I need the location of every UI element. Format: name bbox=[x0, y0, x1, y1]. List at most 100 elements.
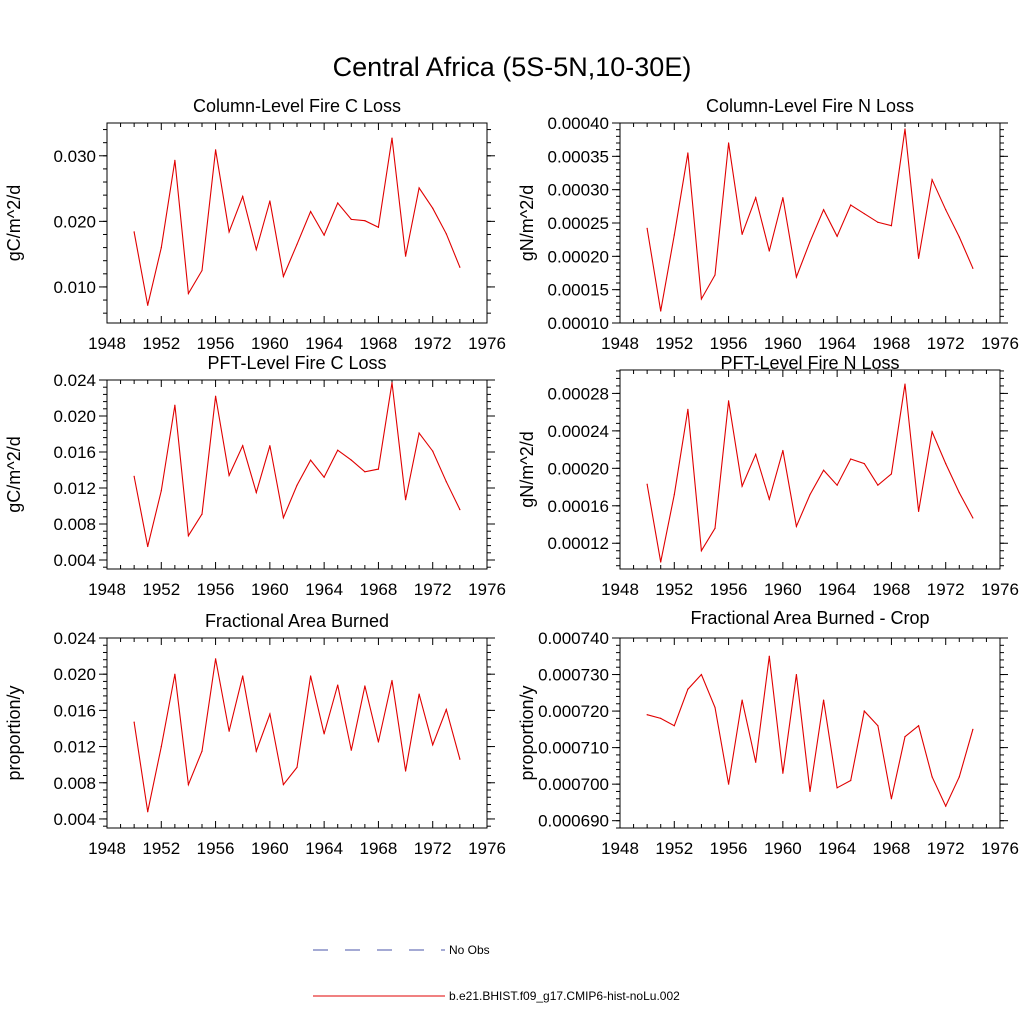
x-tick-label: 1976 bbox=[468, 839, 506, 858]
data-point bbox=[700, 673, 703, 676]
data-point bbox=[269, 200, 271, 202]
data-point bbox=[917, 510, 920, 513]
data-point bbox=[822, 209, 825, 211]
x-tick-label: 1956 bbox=[197, 839, 235, 858]
data-point bbox=[795, 673, 798, 676]
data-point bbox=[714, 706, 716, 709]
data-point bbox=[782, 449, 784, 452]
data-point bbox=[459, 509, 461, 511]
data-point bbox=[269, 445, 271, 447]
data-point bbox=[255, 248, 257, 251]
y-tick-label: 0.016 bbox=[53, 443, 96, 462]
data-point bbox=[432, 744, 434, 746]
data-point bbox=[687, 688, 689, 690]
x-tick-label: 1964 bbox=[818, 839, 856, 858]
y-tick-label: 0.000740 bbox=[538, 629, 609, 648]
y-tick-label: 0.024 bbox=[53, 629, 96, 648]
y-tick-label: 0.000690 bbox=[538, 812, 609, 831]
x-tick-label: 1956 bbox=[197, 580, 235, 599]
data-point bbox=[364, 471, 366, 473]
data-point bbox=[687, 152, 689, 154]
y-tick-label: 0.00035 bbox=[548, 147, 609, 166]
panel-2: 1948 1952 1956 1960 1964 1968 1972 1976 0.00010 0… bbox=[517, 96, 1019, 353]
x-tick-label: 1976 bbox=[981, 839, 1019, 858]
panel-4: 1948 1952 1956 1960 1964 1968 1972 1976 0.00012 0… bbox=[517, 353, 1019, 599]
data-point bbox=[727, 400, 730, 402]
data-point bbox=[160, 246, 162, 249]
data-point bbox=[228, 474, 230, 476]
data-point bbox=[323, 733, 325, 735]
data-point bbox=[646, 714, 648, 716]
data-point bbox=[350, 218, 352, 220]
x-tick-label: 1948 bbox=[601, 334, 639, 353]
x-tick-label: 1964 bbox=[818, 580, 856, 599]
panel-title: PFT-Level Fire N Loss bbox=[720, 353, 899, 373]
data-point bbox=[890, 798, 893, 800]
y-tick-label: 0.004 bbox=[53, 810, 96, 829]
data-point bbox=[404, 255, 407, 257]
data-point bbox=[673, 725, 675, 727]
x-tick-label: 1952 bbox=[655, 580, 693, 599]
data-point bbox=[972, 728, 974, 730]
legend-label: No Obs bbox=[449, 943, 490, 957]
data-point bbox=[296, 766, 298, 768]
data-point bbox=[700, 298, 703, 300]
data-point bbox=[201, 513, 203, 515]
figure-title: Central Africa (5S-5N,10-30E) bbox=[333, 52, 692, 82]
data-point bbox=[755, 453, 757, 455]
data-point bbox=[377, 741, 380, 743]
data-point bbox=[931, 776, 933, 778]
data-point bbox=[768, 250, 770, 252]
data-point bbox=[673, 493, 675, 496]
data-point bbox=[660, 561, 662, 563]
x-tick-label: 1972 bbox=[414, 839, 452, 858]
panel-title: Fractional Area Burned - Crop bbox=[690, 608, 929, 628]
data-point bbox=[174, 159, 176, 161]
panel-grid: 1948 1952 1956 1960 1964 1968 1972 1976 0.010 0.0… bbox=[4, 96, 1019, 858]
data-point bbox=[809, 493, 811, 496]
data-point bbox=[755, 197, 757, 199]
data-point bbox=[404, 770, 407, 772]
data-point bbox=[187, 292, 190, 295]
x-tick-label: 1964 bbox=[305, 334, 343, 353]
data-point bbox=[972, 517, 974, 519]
y-tick-label: 0.010 bbox=[53, 278, 96, 297]
x-tick-label: 1948 bbox=[601, 580, 639, 599]
data-point bbox=[418, 432, 420, 434]
data-point bbox=[432, 450, 434, 452]
data-point bbox=[890, 225, 893, 227]
data-point bbox=[323, 234, 325, 236]
y-tick-label: 0.00015 bbox=[548, 281, 609, 300]
x-tick-label: 1976 bbox=[981, 580, 1019, 599]
y-axis-label: proportion/y bbox=[4, 685, 24, 780]
y-tick-label: 0.030 bbox=[53, 147, 96, 166]
data-point bbox=[160, 490, 162, 492]
data-point bbox=[174, 404, 176, 406]
panel-1: 1948 1952 1956 1960 1964 1968 1972 1976 0.010 0.0… bbox=[4, 96, 506, 353]
data-point bbox=[822, 469, 825, 471]
data-point bbox=[337, 449, 339, 451]
data-point bbox=[201, 750, 203, 752]
data-point bbox=[931, 179, 933, 181]
data-point bbox=[836, 787, 838, 789]
data-point bbox=[404, 499, 407, 501]
x-tick-label: 1948 bbox=[88, 334, 126, 353]
panel-3: 1948 1952 1956 1960 1964 1968 1972 1976 0.004 0.0… bbox=[4, 353, 506, 599]
data-point bbox=[242, 195, 244, 198]
data-point bbox=[646, 227, 648, 229]
x-tick-label: 1964 bbox=[305, 580, 343, 599]
data-point bbox=[255, 491, 257, 494]
data-point bbox=[432, 207, 434, 209]
y-tick-label: 0.00020 bbox=[548, 247, 609, 266]
y-tick-label: 0.00025 bbox=[548, 214, 609, 233]
x-tick-label: 1956 bbox=[710, 580, 748, 599]
data-point bbox=[242, 675, 244, 677]
data-point bbox=[904, 736, 906, 738]
x-tick-label: 1956 bbox=[710, 839, 748, 858]
data-point bbox=[945, 209, 947, 211]
data-point bbox=[687, 408, 689, 410]
data-point bbox=[282, 783, 285, 786]
data-point bbox=[768, 655, 770, 657]
y-axis-label: gC/m^2/d bbox=[4, 436, 24, 512]
